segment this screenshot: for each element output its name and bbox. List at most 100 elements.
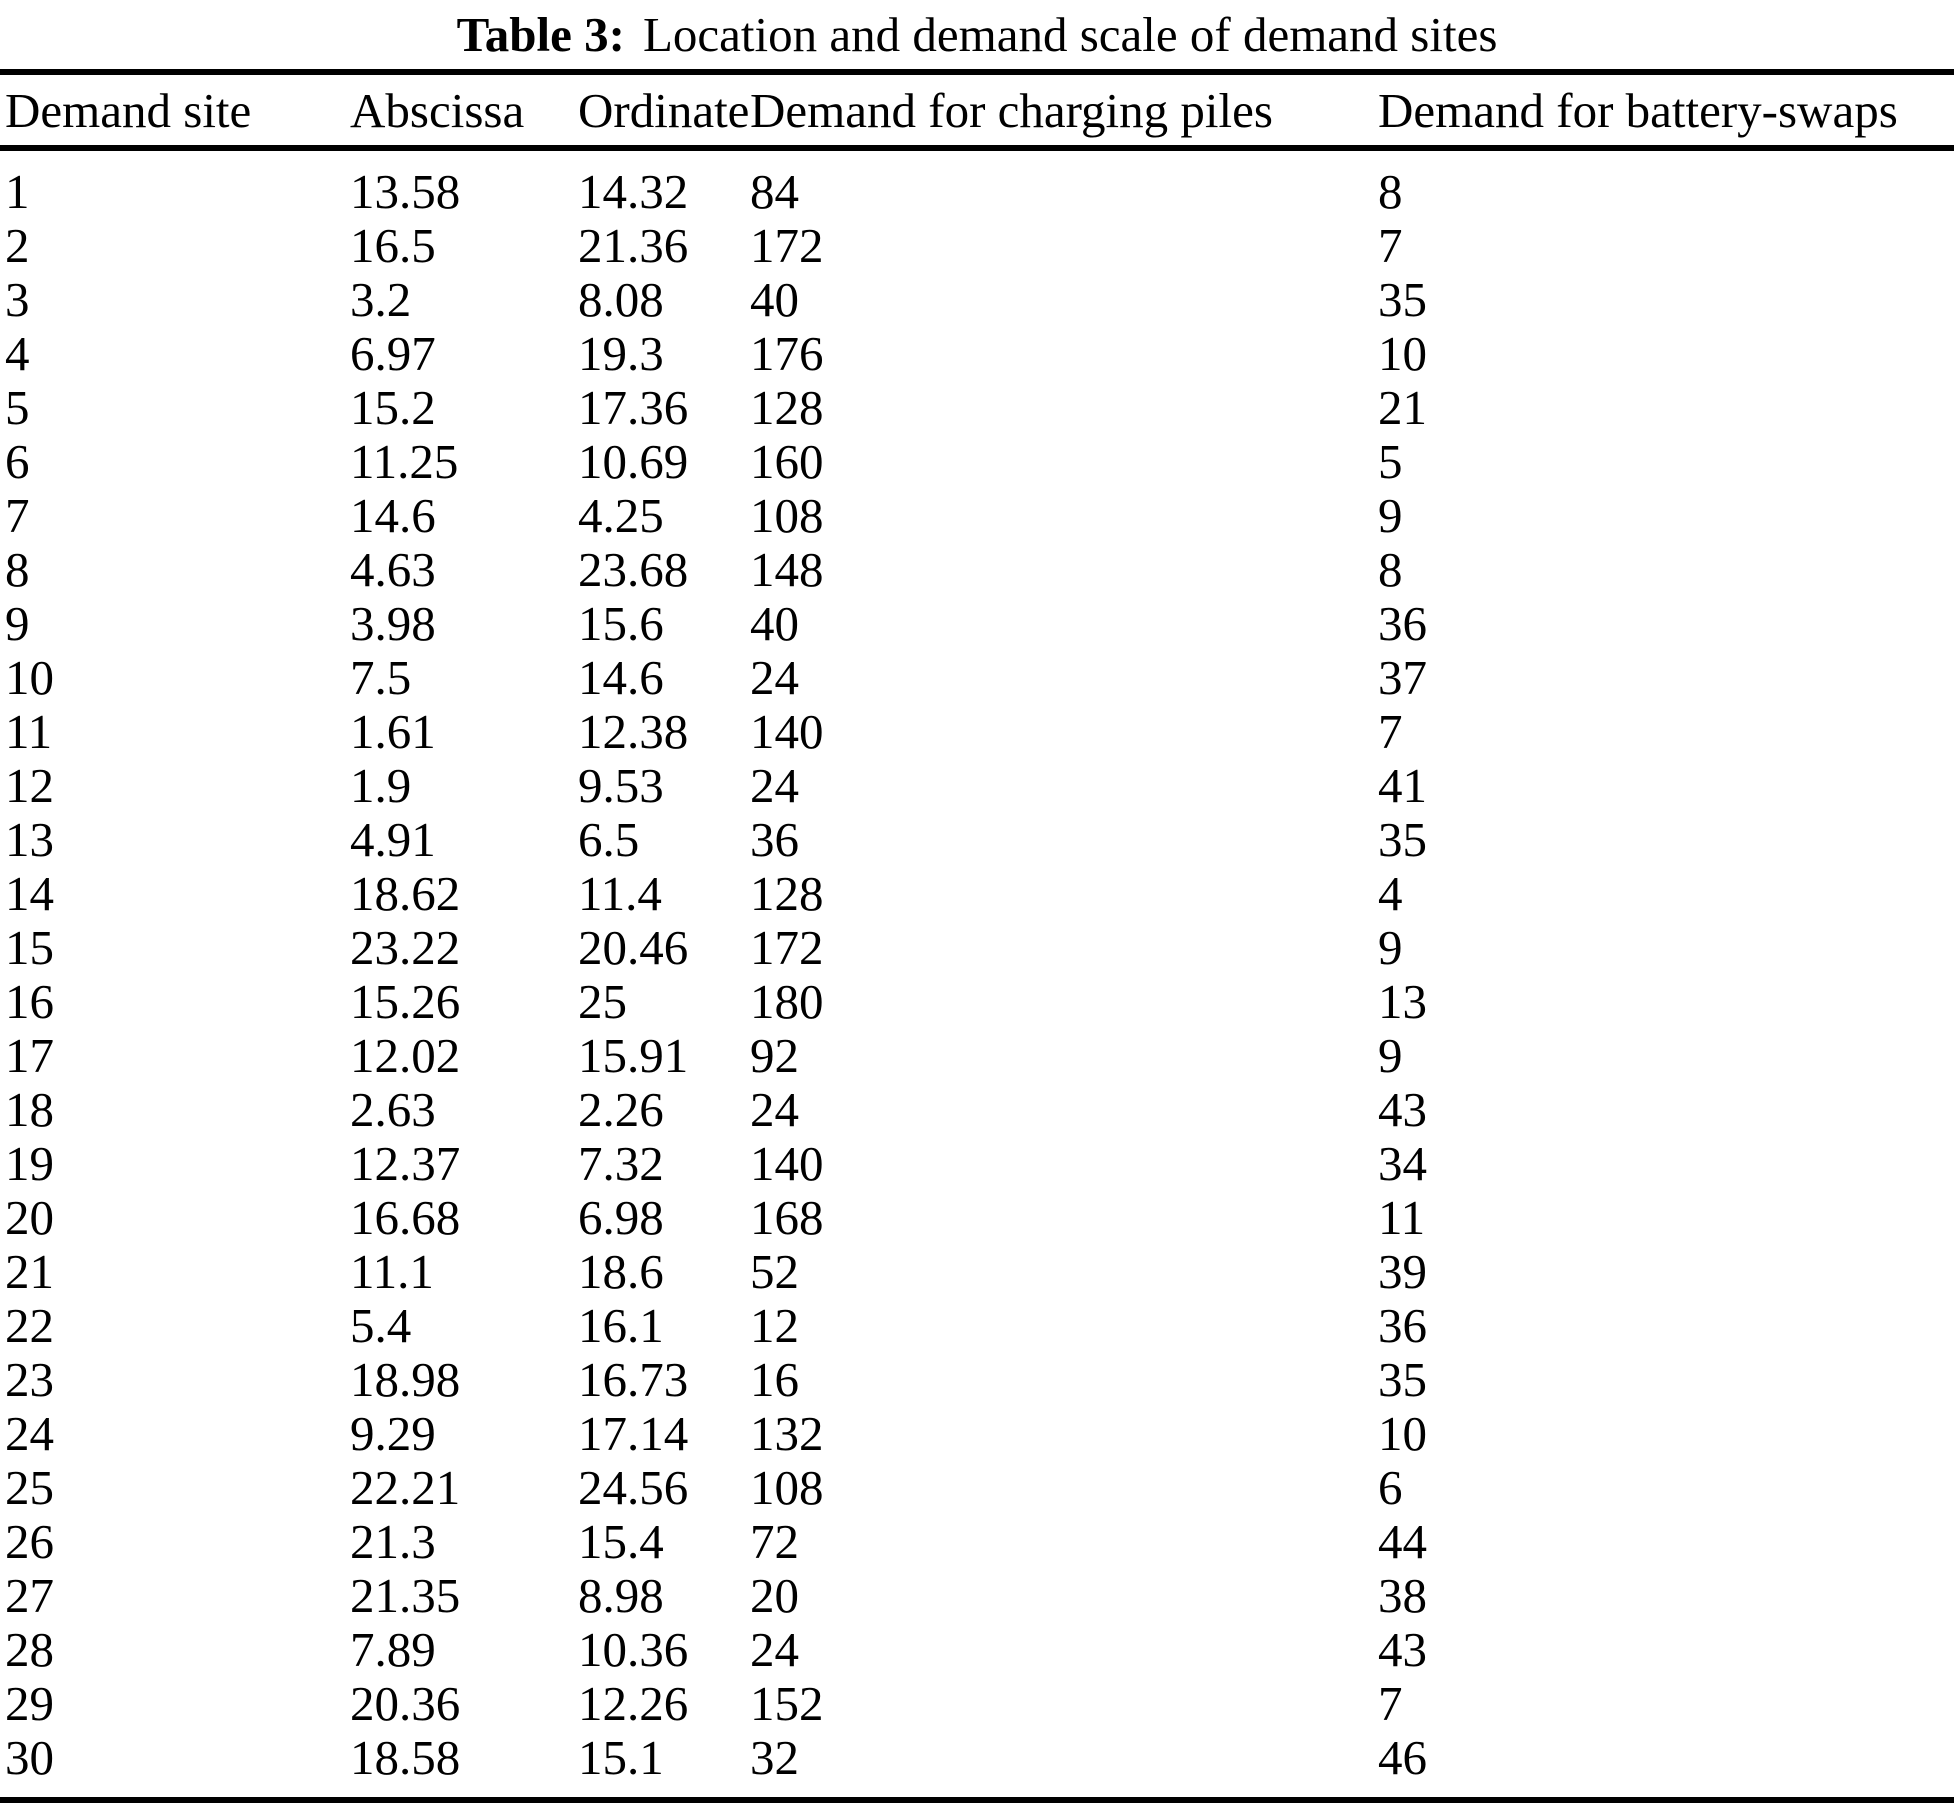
cell-charging-piles: 84 (750, 163, 799, 219)
cell-demand-site: 11 (5, 703, 53, 759)
cell-ordinate: 20.46 (578, 919, 689, 975)
cell-demand-site: 5 (5, 379, 30, 435)
cell-charging-piles: 72 (750, 1513, 799, 1569)
table-top-rule (0, 69, 1954, 75)
cell-ordinate: 18.6 (578, 1243, 664, 1299)
cell-abscissa: 7.89 (350, 1621, 436, 1677)
cell-charging-piles: 108 (750, 1459, 824, 1515)
table-row: 18 2.63 2.26 24 43 (0, 1082, 1954, 1136)
cell-battery-swaps: 7 (1378, 1675, 1403, 1731)
cell-demand-site: 17 (5, 1027, 54, 1083)
cell-battery-swaps: 21 (1378, 379, 1427, 435)
table-caption-text: Location and demand scale of demand site… (642, 7, 1498, 62)
table-row: 25 22.21 24.56 108 6 (0, 1460, 1954, 1514)
cell-ordinate: 15.1 (578, 1729, 664, 1785)
cell-abscissa: 3.2 (350, 271, 412, 327)
cell-demand-site: 7 (5, 487, 30, 543)
cell-abscissa: 15.26 (350, 973, 461, 1029)
table-row: 14 18.62 11.4 128 4 (0, 866, 1954, 920)
table-row: 4 6.97 19.3 176 10 (0, 326, 1954, 380)
cell-battery-swaps: 10 (1378, 325, 1427, 381)
cell-charging-piles: 176 (750, 325, 824, 381)
cell-abscissa: 16.68 (350, 1189, 461, 1245)
cell-abscissa: 9.29 (350, 1405, 436, 1461)
cell-abscissa: 5.4 (350, 1297, 412, 1353)
cell-battery-swaps: 37 (1378, 649, 1427, 705)
table-row: 3 3.2 8.08 40 35 (0, 272, 1954, 326)
cell-demand-site: 16 (5, 973, 54, 1029)
cell-demand-site: 20 (5, 1189, 54, 1245)
table-header-rule (0, 145, 1954, 151)
table-row: 28 7.89 10.36 24 43 (0, 1622, 1954, 1676)
cell-battery-swaps: 44 (1378, 1513, 1427, 1569)
table-row: 29 20.36 12.26 152 7 (0, 1676, 1954, 1730)
cell-abscissa: 15.2 (350, 379, 436, 435)
cell-battery-swaps: 5 (1378, 433, 1403, 489)
table-bottom-rule (0, 1797, 1954, 1803)
cell-demand-site: 29 (5, 1675, 54, 1731)
cell-charging-piles: 16 (750, 1351, 799, 1407)
table-row: 7 14.6 4.25 108 9 (0, 488, 1954, 542)
cell-demand-site: 8 (5, 541, 30, 597)
cell-demand-site: 13 (5, 811, 54, 867)
cell-charging-piles: 52 (750, 1243, 799, 1299)
cell-charging-piles: 24 (750, 1081, 799, 1137)
cell-demand-site: 28 (5, 1621, 54, 1677)
cell-demand-site: 21 (5, 1243, 54, 1299)
cell-battery-swaps: 9 (1378, 919, 1403, 975)
cell-demand-site: 12 (5, 757, 54, 813)
cell-battery-swaps: 41 (1378, 757, 1427, 813)
cell-abscissa: 1.9 (350, 757, 412, 813)
cell-ordinate: 16.1 (578, 1297, 664, 1353)
cell-charging-piles: 24 (750, 649, 799, 705)
table-row: 24 9.29 17.14 132 10 (0, 1406, 1954, 1460)
cell-battery-swaps: 36 (1378, 595, 1427, 651)
cell-demand-site: 3 (5, 271, 30, 327)
column-header-demand-site: Demand site (5, 82, 252, 138)
cell-battery-swaps: 8 (1378, 541, 1403, 597)
cell-abscissa: 4.91 (350, 811, 436, 867)
table-row: 9 3.98 15.6 40 36 (0, 596, 1954, 650)
cell-charging-piles: 20 (750, 1567, 799, 1623)
cell-demand-site: 1 (5, 163, 30, 219)
cell-battery-swaps: 4 (1378, 865, 1403, 921)
cell-abscissa: 11.25 (350, 433, 459, 489)
cell-abscissa: 11.1 (350, 1243, 434, 1299)
cell-ordinate: 9.53 (578, 757, 664, 813)
cell-ordinate: 19.3 (578, 325, 664, 381)
cell-charging-piles: 40 (750, 595, 799, 651)
cell-abscissa: 18.58 (350, 1729, 461, 1785)
cell-ordinate: 24.56 (578, 1459, 689, 1515)
table-row: 1 13.58 14.32 84 8 (0, 164, 1954, 218)
column-header-ordinate: Ordinate (578, 82, 750, 138)
cell-battery-swaps: 34 (1378, 1135, 1427, 1191)
cell-ordinate: 10.36 (578, 1621, 689, 1677)
table-row: 8 4.63 23.68 148 8 (0, 542, 1954, 596)
cell-battery-swaps: 35 (1378, 811, 1427, 867)
cell-battery-swaps: 43 (1378, 1621, 1427, 1677)
table-row: 21 11.1 18.6 52 39 (0, 1244, 1954, 1298)
table-row: 17 12.02 15.91 92 9 (0, 1028, 1954, 1082)
cell-demand-site: 24 (5, 1405, 54, 1461)
cell-charging-piles: 140 (750, 1135, 824, 1191)
cell-abscissa: 16.5 (350, 217, 436, 273)
cell-battery-swaps: 35 (1378, 271, 1427, 327)
cell-demand-site: 30 (5, 1729, 54, 1785)
cell-ordinate: 15.91 (578, 1027, 689, 1083)
cell-ordinate: 17.14 (578, 1405, 689, 1461)
table-row: 30 18.58 15.1 32 46 (0, 1730, 1954, 1784)
cell-ordinate: 11.4 (578, 865, 662, 921)
cell-ordinate: 6.5 (578, 811, 640, 867)
cell-ordinate: 2.26 (578, 1081, 664, 1137)
cell-charging-piles: 108 (750, 487, 824, 543)
cell-demand-site: 2 (5, 217, 30, 273)
cell-charging-piles: 92 (750, 1027, 799, 1083)
cell-ordinate: 8.98 (578, 1567, 664, 1623)
cell-ordinate: 23.68 (578, 541, 689, 597)
cell-demand-site: 18 (5, 1081, 54, 1137)
column-header-abscissa: Abscissa (350, 82, 525, 138)
cell-battery-swaps: 6 (1378, 1459, 1403, 1515)
cell-demand-site: 19 (5, 1135, 54, 1191)
table-row: 5 15.2 17.36 128 21 (0, 380, 1954, 434)
